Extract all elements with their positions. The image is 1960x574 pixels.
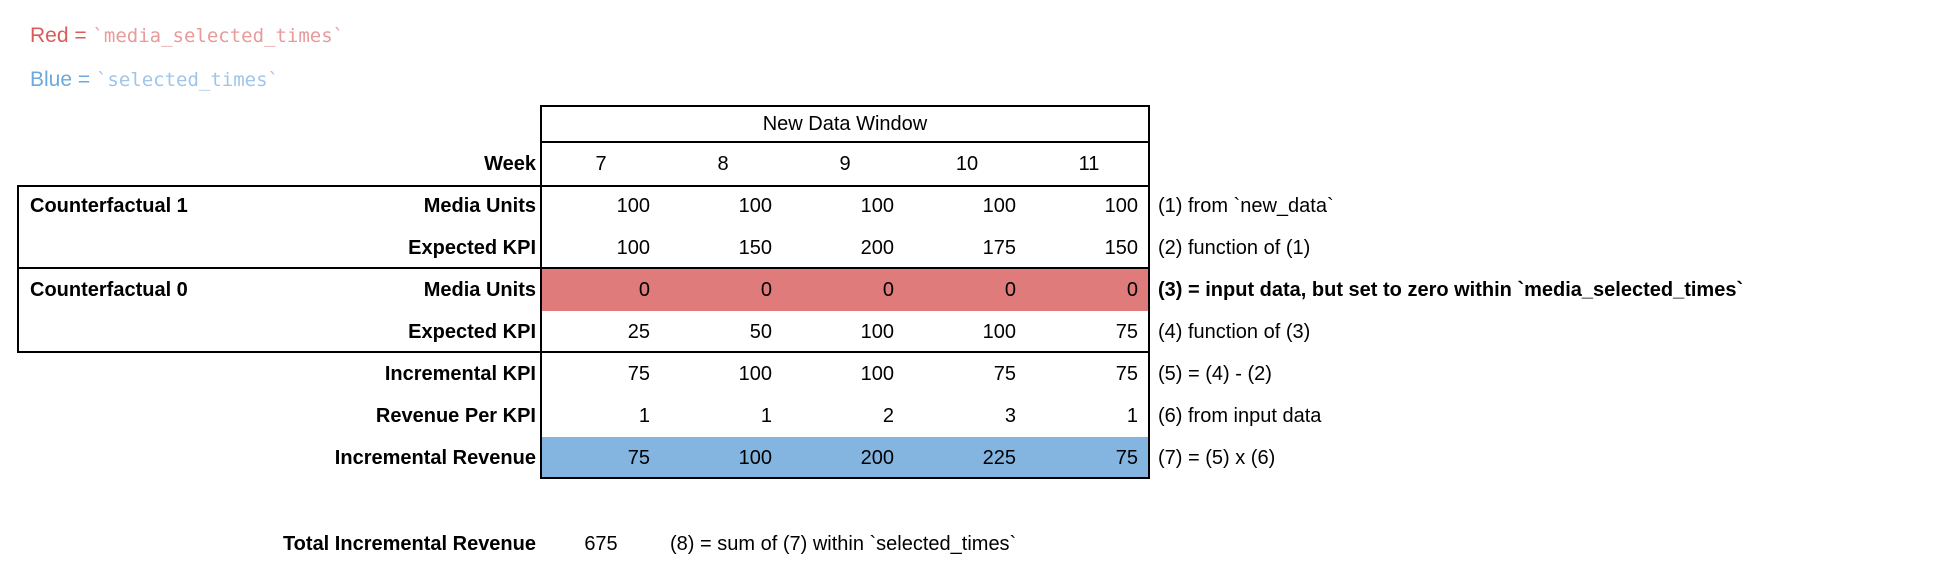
table-cell: 1 bbox=[1126, 405, 1138, 427]
row-note: (4) function of (3) bbox=[1158, 321, 1311, 343]
table-cell: 0 bbox=[882, 279, 894, 301]
table-cell: 0 bbox=[760, 279, 772, 301]
row-label: Expected KPI bbox=[408, 321, 536, 343]
table-cell: 75 bbox=[627, 447, 650, 469]
legend-red-code: `media_selected_times` bbox=[92, 25, 345, 47]
total-value: 675 bbox=[584, 533, 618, 555]
table-cell: 75 bbox=[1115, 321, 1138, 343]
week-cell: 8 bbox=[717, 153, 729, 175]
table-cell: 1 bbox=[638, 405, 650, 427]
table-cell: 75 bbox=[1115, 447, 1138, 469]
table-cell: 100 bbox=[616, 237, 650, 259]
table-cell: 75 bbox=[993, 363, 1016, 385]
row-note: (1) from `new_data` bbox=[1158, 195, 1334, 217]
table-cell: 100 bbox=[1104, 195, 1138, 217]
table-cell: 2 bbox=[882, 405, 894, 427]
table-cell: 100 bbox=[738, 447, 772, 469]
row-label: Media Units bbox=[423, 195, 536, 217]
red-highlight-fill bbox=[540, 269, 1150, 311]
week-cell: 11 bbox=[1078, 153, 1100, 175]
row-note: (2) function of (1) bbox=[1158, 237, 1311, 259]
table-row-revenue-per-kpi: Revenue Per KPI 1 1 2 3 1 (6) from input… bbox=[0, 395, 1960, 437]
week-row: Week 7 8 9 10 11 bbox=[0, 143, 1960, 185]
table-cell: 200 bbox=[860, 237, 894, 259]
row-label: Incremental Revenue bbox=[334, 447, 536, 469]
table-cell: 75 bbox=[627, 363, 650, 385]
table-header: New Data Window bbox=[762, 113, 928, 135]
table-cell: 25 bbox=[627, 321, 650, 343]
table-cell: 100 bbox=[982, 321, 1016, 343]
table-cell: 1 bbox=[760, 405, 772, 427]
table-cell: 0 bbox=[1126, 279, 1138, 301]
total-row: Total Incremental Revenue 675 (8) = sum … bbox=[0, 523, 1960, 565]
row-note: (3) = input data, but set to zero within… bbox=[1158, 279, 1744, 301]
week-cell: 10 bbox=[955, 153, 979, 175]
counterfactual-0-box bbox=[17, 269, 1150, 353]
table-cell: 100 bbox=[982, 195, 1016, 217]
total-note: (8) = sum of (7) within `selected_times` bbox=[670, 533, 1017, 555]
counterfactual-1-box bbox=[17, 185, 1150, 269]
table-row-expected-kpi-cf0: Expected KPI 25 50 100 100 75 (4) functi… bbox=[0, 311, 1960, 353]
table-row-incremental-revenue: Incremental Revenue 75 100 200 225 75 (7… bbox=[0, 437, 1960, 479]
table-row-incremental-kpi: Incremental KPI 75 100 100 75 75 (5) = (… bbox=[0, 353, 1960, 395]
table-row-media-units-cf0: Counterfactual 0 Media Units 0 0 0 0 0 (… bbox=[0, 269, 1960, 311]
table-cell: 75 bbox=[1115, 363, 1138, 385]
legend-red-line: Red = `media_selected_times` bbox=[30, 14, 344, 58]
row-label: Incremental KPI bbox=[384, 363, 536, 385]
legend-blue-line: Blue = `selected_times` bbox=[30, 58, 344, 102]
table-cell: 150 bbox=[738, 237, 772, 259]
row-label: Revenue Per KPI bbox=[375, 405, 536, 427]
new-data-window-box bbox=[540, 105, 1150, 143]
table-cell: 0 bbox=[638, 279, 650, 301]
week-cell: 9 bbox=[839, 153, 851, 175]
table-cell: 0 bbox=[1004, 279, 1016, 301]
table-cell: 100 bbox=[738, 363, 772, 385]
table-cell: 100 bbox=[860, 195, 894, 217]
row-group-label: Counterfactual 0 bbox=[30, 279, 188, 301]
row-note: (6) from input data bbox=[1158, 405, 1322, 427]
row-group-label: Counterfactual 1 bbox=[30, 195, 188, 217]
row-label: Media Units bbox=[423, 279, 536, 301]
table-cell: 3 bbox=[1004, 405, 1016, 427]
legend: Red = `media_selected_times` Blue = `sel… bbox=[30, 14, 344, 102]
table-cell: 175 bbox=[982, 237, 1016, 259]
table-cell: 50 bbox=[749, 321, 772, 343]
week-cell: 7 bbox=[595, 153, 607, 175]
table-cell: 100 bbox=[860, 321, 894, 343]
table-cell: 100 bbox=[860, 363, 894, 385]
legend-blue-code: `selected_times` bbox=[95, 69, 279, 91]
table-row-media-units-cf1: Counterfactual 1 Media Units 100 100 100… bbox=[0, 185, 1960, 227]
table-cell: 225 bbox=[982, 447, 1016, 469]
table-cell: 100 bbox=[738, 195, 772, 217]
row-label: Expected KPI bbox=[408, 237, 536, 259]
week-label: Week bbox=[484, 153, 536, 175]
row-note: (7) = (5) x (6) bbox=[1158, 447, 1276, 469]
blue-highlight-fill bbox=[540, 437, 1150, 479]
table-row-expected-kpi-cf1: Expected KPI 100 150 200 175 150 (2) fun… bbox=[0, 227, 1960, 269]
legend-red-label: Red = bbox=[30, 24, 93, 47]
total-label: Total Incremental Revenue bbox=[282, 533, 536, 555]
legend-blue-label: Blue = bbox=[30, 68, 96, 91]
table-cell: 100 bbox=[616, 195, 650, 217]
table-cell: 150 bbox=[1104, 237, 1138, 259]
table-cell: 200 bbox=[860, 447, 894, 469]
row-note: (5) = (4) - (2) bbox=[1158, 363, 1272, 385]
